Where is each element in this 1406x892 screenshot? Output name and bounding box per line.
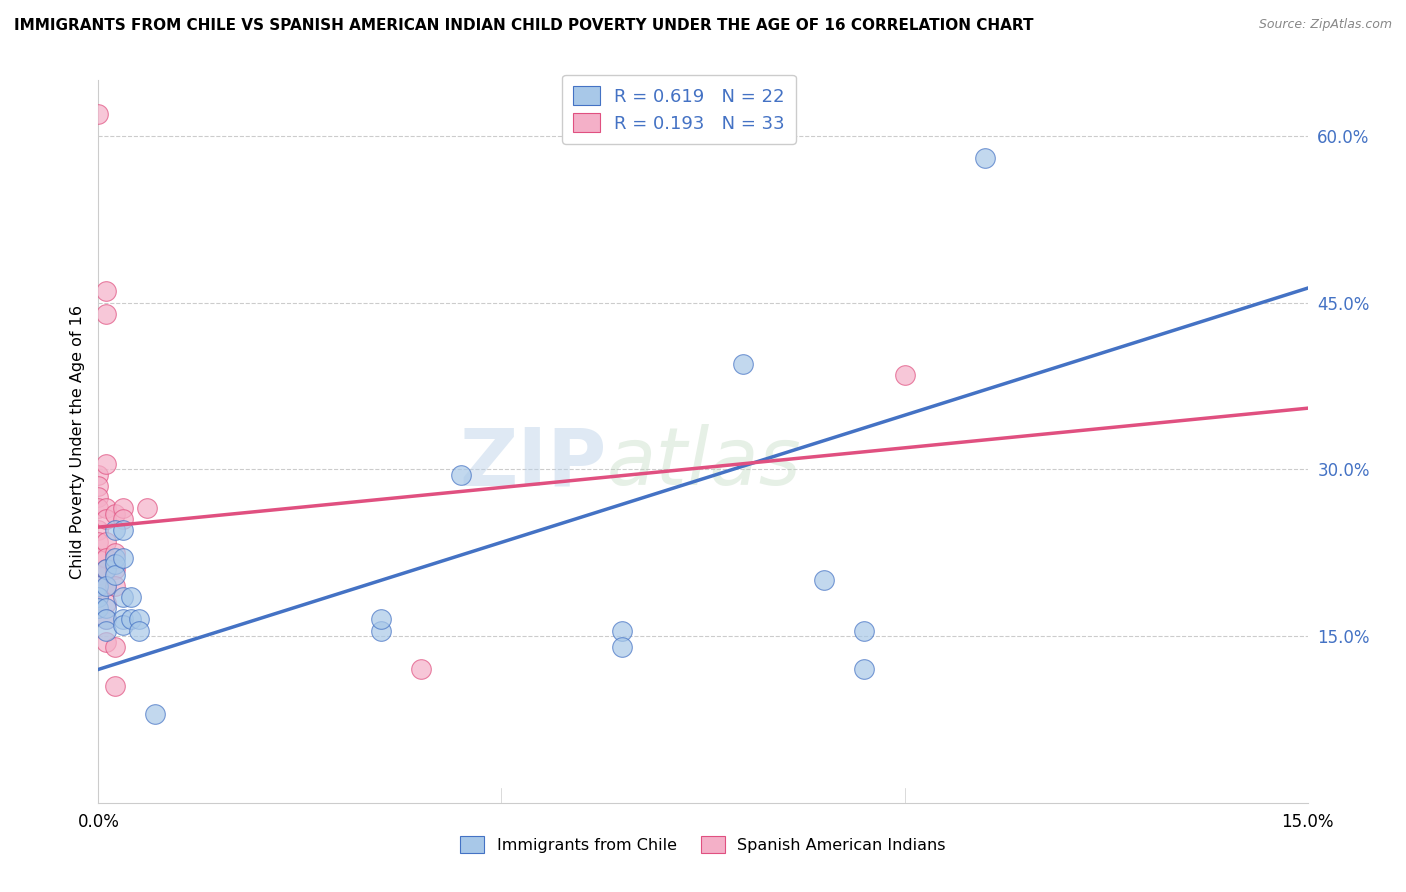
Point — [111, 551, 134, 566]
Point — [135, 501, 157, 516]
Text: IMMIGRANTS FROM CHILE VS SPANISH AMERICAN INDIAN CHILD POVERTY UNDER THE AGE OF : IMMIGRANTS FROM CHILE VS SPANISH AMERICA… — [14, 18, 1033, 33]
Y-axis label: Child Poverty Under the Age of 16: Child Poverty Under the Age of 16 — [69, 304, 84, 579]
Point — [96, 612, 118, 626]
Point — [87, 524, 110, 538]
Text: atlas: atlas — [606, 425, 801, 502]
Point — [853, 662, 876, 676]
Point — [111, 618, 134, 632]
Point — [87, 601, 110, 615]
Point — [409, 662, 432, 676]
Point — [87, 467, 110, 482]
Point — [96, 562, 118, 576]
Point — [103, 562, 125, 576]
Point — [111, 512, 134, 526]
Point — [96, 579, 118, 593]
Point — [103, 546, 125, 560]
Point — [96, 601, 118, 615]
Point — [974, 151, 997, 165]
Point — [120, 612, 142, 626]
Point — [103, 679, 125, 693]
Point — [96, 579, 118, 593]
Point — [87, 479, 110, 493]
Point — [87, 568, 110, 582]
Point — [103, 524, 125, 538]
Point — [87, 579, 110, 593]
Point — [120, 590, 142, 604]
Text: Source: ZipAtlas.com: Source: ZipAtlas.com — [1258, 18, 1392, 31]
Point — [370, 612, 392, 626]
Point — [612, 624, 634, 638]
Point — [103, 557, 125, 571]
Point — [87, 579, 110, 593]
Point — [103, 568, 125, 582]
Point — [103, 551, 125, 566]
Point — [853, 624, 876, 638]
Point — [103, 507, 125, 521]
Point — [87, 551, 110, 566]
Point — [87, 490, 110, 504]
Point — [96, 285, 118, 299]
Point — [96, 562, 118, 576]
Point — [96, 534, 118, 549]
Point — [128, 612, 150, 626]
Point — [96, 612, 118, 626]
Legend: Immigrants from Chile, Spanish American Indians: Immigrants from Chile, Spanish American … — [454, 830, 952, 860]
Point — [96, 634, 118, 648]
Point — [96, 501, 118, 516]
Point — [733, 357, 755, 371]
Point — [96, 457, 118, 471]
Point — [111, 501, 134, 516]
Point — [893, 368, 915, 382]
Point — [111, 524, 134, 538]
Point — [450, 467, 472, 482]
Point — [87, 106, 110, 120]
Point — [87, 590, 110, 604]
Point — [96, 512, 118, 526]
Point — [128, 624, 150, 638]
Point — [103, 579, 125, 593]
Point — [96, 307, 118, 321]
Point — [87, 590, 110, 604]
Text: ZIP: ZIP — [458, 425, 606, 502]
Point — [96, 551, 118, 566]
Point — [813, 574, 835, 588]
Point — [87, 501, 110, 516]
Point — [612, 640, 634, 655]
Point — [96, 624, 118, 638]
Point — [103, 640, 125, 655]
Point — [370, 624, 392, 638]
Point — [143, 706, 166, 721]
Point — [87, 534, 110, 549]
Point — [111, 590, 134, 604]
Point — [111, 612, 134, 626]
Point — [96, 596, 118, 610]
